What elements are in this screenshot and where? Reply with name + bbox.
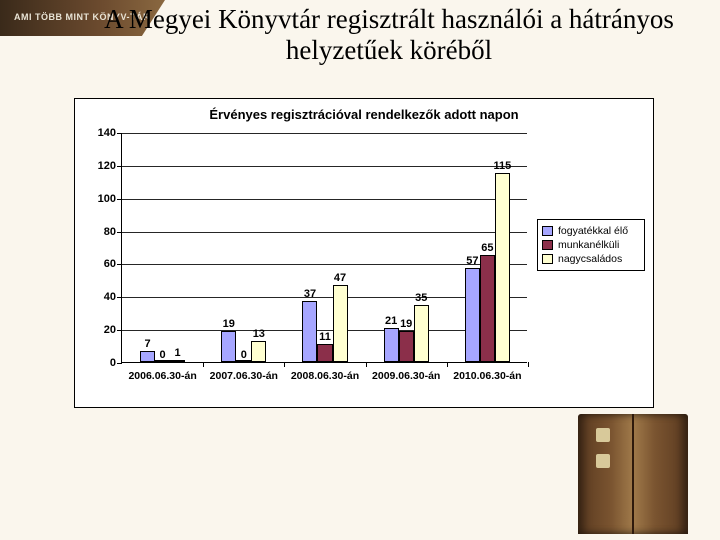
bar bbox=[170, 360, 185, 362]
xtick-label: 2007.06.30-án bbox=[210, 370, 278, 382]
chart-plot-area: 0204060801001201402006.06.30-án7012007.0… bbox=[121, 133, 527, 363]
chart-legend: fogyatékkal élő munkanélküli nagycsaládos bbox=[537, 219, 645, 271]
ytick-label: 120 bbox=[86, 160, 116, 172]
legend-item: nagycsaládos bbox=[542, 252, 640, 266]
bar bbox=[221, 331, 236, 362]
ytick-mark bbox=[117, 166, 122, 167]
ytick-label: 20 bbox=[86, 324, 116, 336]
page-title: A Megyei Könyvtár regisztrált használói … bbox=[98, 4, 680, 66]
ytick-mark bbox=[117, 133, 122, 134]
legend-item: munkanélküli bbox=[542, 238, 640, 252]
bar bbox=[480, 255, 495, 362]
bar bbox=[384, 328, 399, 363]
bar bbox=[140, 351, 155, 363]
legend-label: munkanélküli bbox=[558, 239, 619, 251]
bar-value-label: 1 bbox=[175, 347, 181, 359]
ytick-mark bbox=[117, 199, 122, 200]
ytick-mark bbox=[117, 232, 122, 233]
ytick-mark bbox=[117, 264, 122, 265]
legend-item: fogyatékkal élő bbox=[542, 224, 640, 238]
ytick-label: 40 bbox=[86, 291, 116, 303]
xtick-label: 2009.06.30-án bbox=[372, 370, 440, 382]
ytick-mark bbox=[117, 297, 122, 298]
ytick-label: 80 bbox=[86, 226, 116, 238]
bar-value-label: 21 bbox=[385, 315, 397, 327]
bar-value-label: 13 bbox=[253, 328, 265, 340]
bar bbox=[414, 305, 429, 363]
bar-value-label: 11 bbox=[319, 331, 331, 343]
bar bbox=[399, 331, 414, 362]
legend-swatch bbox=[542, 226, 553, 236]
gridline bbox=[122, 232, 527, 233]
xtick-label: 2010.06.30-án bbox=[453, 370, 521, 382]
bar-value-label: 115 bbox=[494, 160, 512, 172]
xtick-mark bbox=[284, 362, 285, 367]
bar bbox=[317, 344, 332, 362]
bar bbox=[302, 301, 317, 362]
bar-value-label: 7 bbox=[145, 338, 151, 350]
bar bbox=[495, 173, 510, 362]
bar-value-label: 37 bbox=[304, 288, 316, 300]
bar-value-label: 0 bbox=[160, 349, 166, 361]
bar-value-label: 35 bbox=[415, 292, 427, 304]
bar bbox=[465, 268, 480, 362]
ytick-mark bbox=[117, 363, 122, 364]
xtick-label: 2006.06.30-án bbox=[128, 370, 196, 382]
bar bbox=[333, 285, 348, 362]
gridline bbox=[122, 166, 527, 167]
chart-title: Érvényes regisztrációval rendelkezők ado… bbox=[75, 107, 653, 122]
bar-value-label: 47 bbox=[334, 272, 346, 284]
legend-label: fogyatékkal élő bbox=[558, 225, 628, 237]
gridline bbox=[122, 199, 527, 200]
ytick-label: 60 bbox=[86, 258, 116, 270]
legend-label: nagycsaládos bbox=[558, 253, 622, 265]
legend-swatch bbox=[542, 240, 553, 250]
bar-value-label: 0 bbox=[241, 349, 247, 361]
legend-swatch bbox=[542, 254, 553, 264]
xtick-mark bbox=[203, 362, 204, 367]
xtick-mark bbox=[447, 362, 448, 367]
bar bbox=[251, 341, 266, 362]
xtick-label: 2008.06.30-án bbox=[291, 370, 359, 382]
xtick-mark bbox=[528, 362, 529, 367]
chart-container: Érvényes regisztrációval rendelkezők ado… bbox=[74, 98, 654, 408]
ytick-label: 140 bbox=[86, 127, 116, 139]
bar-value-label: 19 bbox=[400, 318, 412, 330]
gridline bbox=[122, 133, 527, 134]
book-decoration bbox=[578, 414, 688, 534]
xtick-mark bbox=[366, 362, 367, 367]
ytick-label: 0 bbox=[86, 357, 116, 369]
bar-value-label: 65 bbox=[481, 242, 493, 254]
ytick-label: 100 bbox=[86, 193, 116, 205]
bar-value-label: 57 bbox=[466, 255, 478, 267]
ytick-mark bbox=[117, 330, 122, 331]
bar-value-label: 19 bbox=[223, 318, 235, 330]
